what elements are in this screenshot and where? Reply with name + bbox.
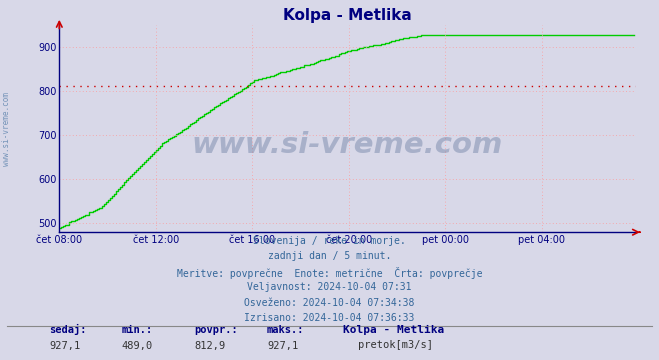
Text: Osveženo: 2024-10-04 07:34:38: Osveženo: 2024-10-04 07:34:38: [244, 298, 415, 308]
Title: Kolpa - Metlika: Kolpa - Metlika: [283, 8, 412, 23]
Text: 489,0: 489,0: [122, 341, 153, 351]
Text: Izrisano: 2024-10-04 07:36:33: Izrisano: 2024-10-04 07:36:33: [244, 313, 415, 323]
Text: Kolpa - Metlika: Kolpa - Metlika: [343, 325, 444, 335]
Text: 927,1: 927,1: [267, 341, 298, 351]
Text: Meritve: povprečne  Enote: metrične  Črta: povprečje: Meritve: povprečne Enote: metrične Črta:…: [177, 267, 482, 279]
Text: sedaj:: sedaj:: [49, 324, 87, 335]
Text: min.:: min.:: [122, 325, 153, 335]
Text: Veljavnost: 2024-10-04 07:31: Veljavnost: 2024-10-04 07:31: [247, 282, 412, 292]
Text: Slovenija / reke in morje.: Slovenija / reke in morje.: [253, 236, 406, 246]
Text: 812,9: 812,9: [194, 341, 225, 351]
Text: www.si-vreme.com: www.si-vreme.com: [192, 131, 503, 159]
Text: povpr.:: povpr.:: [194, 325, 238, 335]
Text: www.si-vreme.com: www.si-vreme.com: [2, 92, 11, 166]
Text: pretok[m3/s]: pretok[m3/s]: [358, 340, 433, 350]
Text: zadnji dan / 5 minut.: zadnji dan / 5 minut.: [268, 251, 391, 261]
Text: 927,1: 927,1: [49, 341, 80, 351]
Text: maks.:: maks.:: [267, 325, 304, 335]
